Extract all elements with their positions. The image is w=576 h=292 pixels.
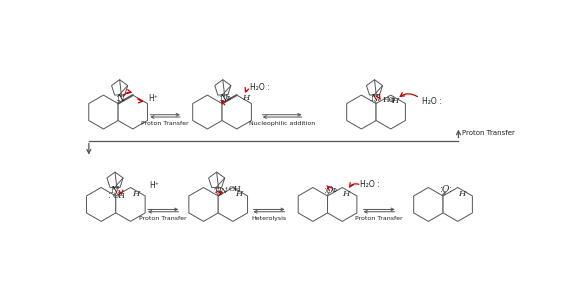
Text: O: O bbox=[325, 186, 333, 195]
Polygon shape bbox=[222, 95, 251, 129]
FancyArrowPatch shape bbox=[327, 186, 332, 191]
Text: :: : bbox=[117, 186, 120, 195]
Polygon shape bbox=[86, 187, 116, 221]
Text: H₂O :: H₂O : bbox=[360, 180, 380, 189]
Polygon shape bbox=[116, 187, 145, 221]
Text: Proton Transfer: Proton Transfer bbox=[463, 130, 515, 136]
Text: Proton Transfer: Proton Transfer bbox=[141, 121, 189, 126]
Polygon shape bbox=[209, 172, 225, 187]
Text: H: H bbox=[343, 190, 350, 198]
Text: N: N bbox=[370, 94, 378, 103]
Polygon shape bbox=[366, 80, 382, 95]
Polygon shape bbox=[328, 187, 357, 221]
Polygon shape bbox=[107, 172, 123, 187]
FancyArrowPatch shape bbox=[400, 93, 418, 97]
FancyArrowPatch shape bbox=[123, 90, 131, 96]
Text: ⊕: ⊕ bbox=[226, 96, 231, 101]
Text: H: H bbox=[132, 190, 139, 198]
Text: :: : bbox=[225, 185, 228, 194]
Text: HN: HN bbox=[214, 187, 228, 194]
Text: H: H bbox=[242, 94, 249, 102]
Polygon shape bbox=[193, 95, 222, 129]
Text: HO: HO bbox=[382, 96, 395, 105]
Text: :: : bbox=[324, 186, 327, 195]
FancyArrowPatch shape bbox=[218, 192, 222, 195]
Text: :: : bbox=[108, 192, 111, 201]
Polygon shape bbox=[215, 80, 231, 95]
Text: Heterolysis: Heterolysis bbox=[252, 216, 287, 221]
Polygon shape bbox=[112, 80, 128, 95]
Text: N: N bbox=[219, 94, 227, 103]
Text: H: H bbox=[391, 97, 398, 105]
Text: :: : bbox=[449, 185, 452, 194]
Text: .: . bbox=[377, 93, 380, 103]
Text: Proton Transfer: Proton Transfer bbox=[355, 216, 403, 221]
Polygon shape bbox=[189, 187, 218, 221]
Text: ⊕: ⊕ bbox=[389, 98, 395, 103]
Text: N: N bbox=[111, 186, 118, 195]
Polygon shape bbox=[298, 187, 328, 221]
FancyArrowPatch shape bbox=[138, 99, 142, 103]
Polygon shape bbox=[414, 187, 443, 221]
Text: :: : bbox=[122, 94, 125, 103]
FancyArrowPatch shape bbox=[222, 100, 226, 105]
Polygon shape bbox=[118, 95, 147, 129]
Polygon shape bbox=[218, 187, 248, 221]
Text: Nucleophilic addition: Nucleophilic addition bbox=[249, 121, 315, 126]
FancyArrowPatch shape bbox=[376, 94, 380, 99]
Polygon shape bbox=[443, 187, 472, 221]
Text: H₂O :: H₂O : bbox=[422, 97, 442, 106]
Text: OH: OH bbox=[113, 192, 126, 200]
Text: ⊕: ⊕ bbox=[331, 188, 336, 193]
Text: .: . bbox=[377, 92, 380, 102]
Text: H: H bbox=[234, 190, 242, 198]
FancyArrowPatch shape bbox=[245, 88, 249, 92]
Polygon shape bbox=[347, 95, 376, 129]
Text: H⁺: H⁺ bbox=[150, 181, 160, 190]
FancyArrowPatch shape bbox=[119, 190, 123, 194]
Text: ⊕: ⊕ bbox=[218, 191, 223, 196]
Polygon shape bbox=[376, 95, 406, 129]
Text: H₂O :: H₂O : bbox=[250, 83, 270, 92]
Text: H⁺: H⁺ bbox=[148, 94, 158, 103]
Text: H: H bbox=[458, 190, 465, 198]
Text: Proton Transfer: Proton Transfer bbox=[139, 216, 187, 221]
Text: OH: OH bbox=[228, 185, 241, 193]
Text: O: O bbox=[442, 185, 449, 194]
Polygon shape bbox=[89, 95, 118, 129]
Text: :: : bbox=[439, 185, 442, 194]
FancyArrowPatch shape bbox=[350, 182, 359, 187]
Text: N: N bbox=[116, 94, 124, 103]
